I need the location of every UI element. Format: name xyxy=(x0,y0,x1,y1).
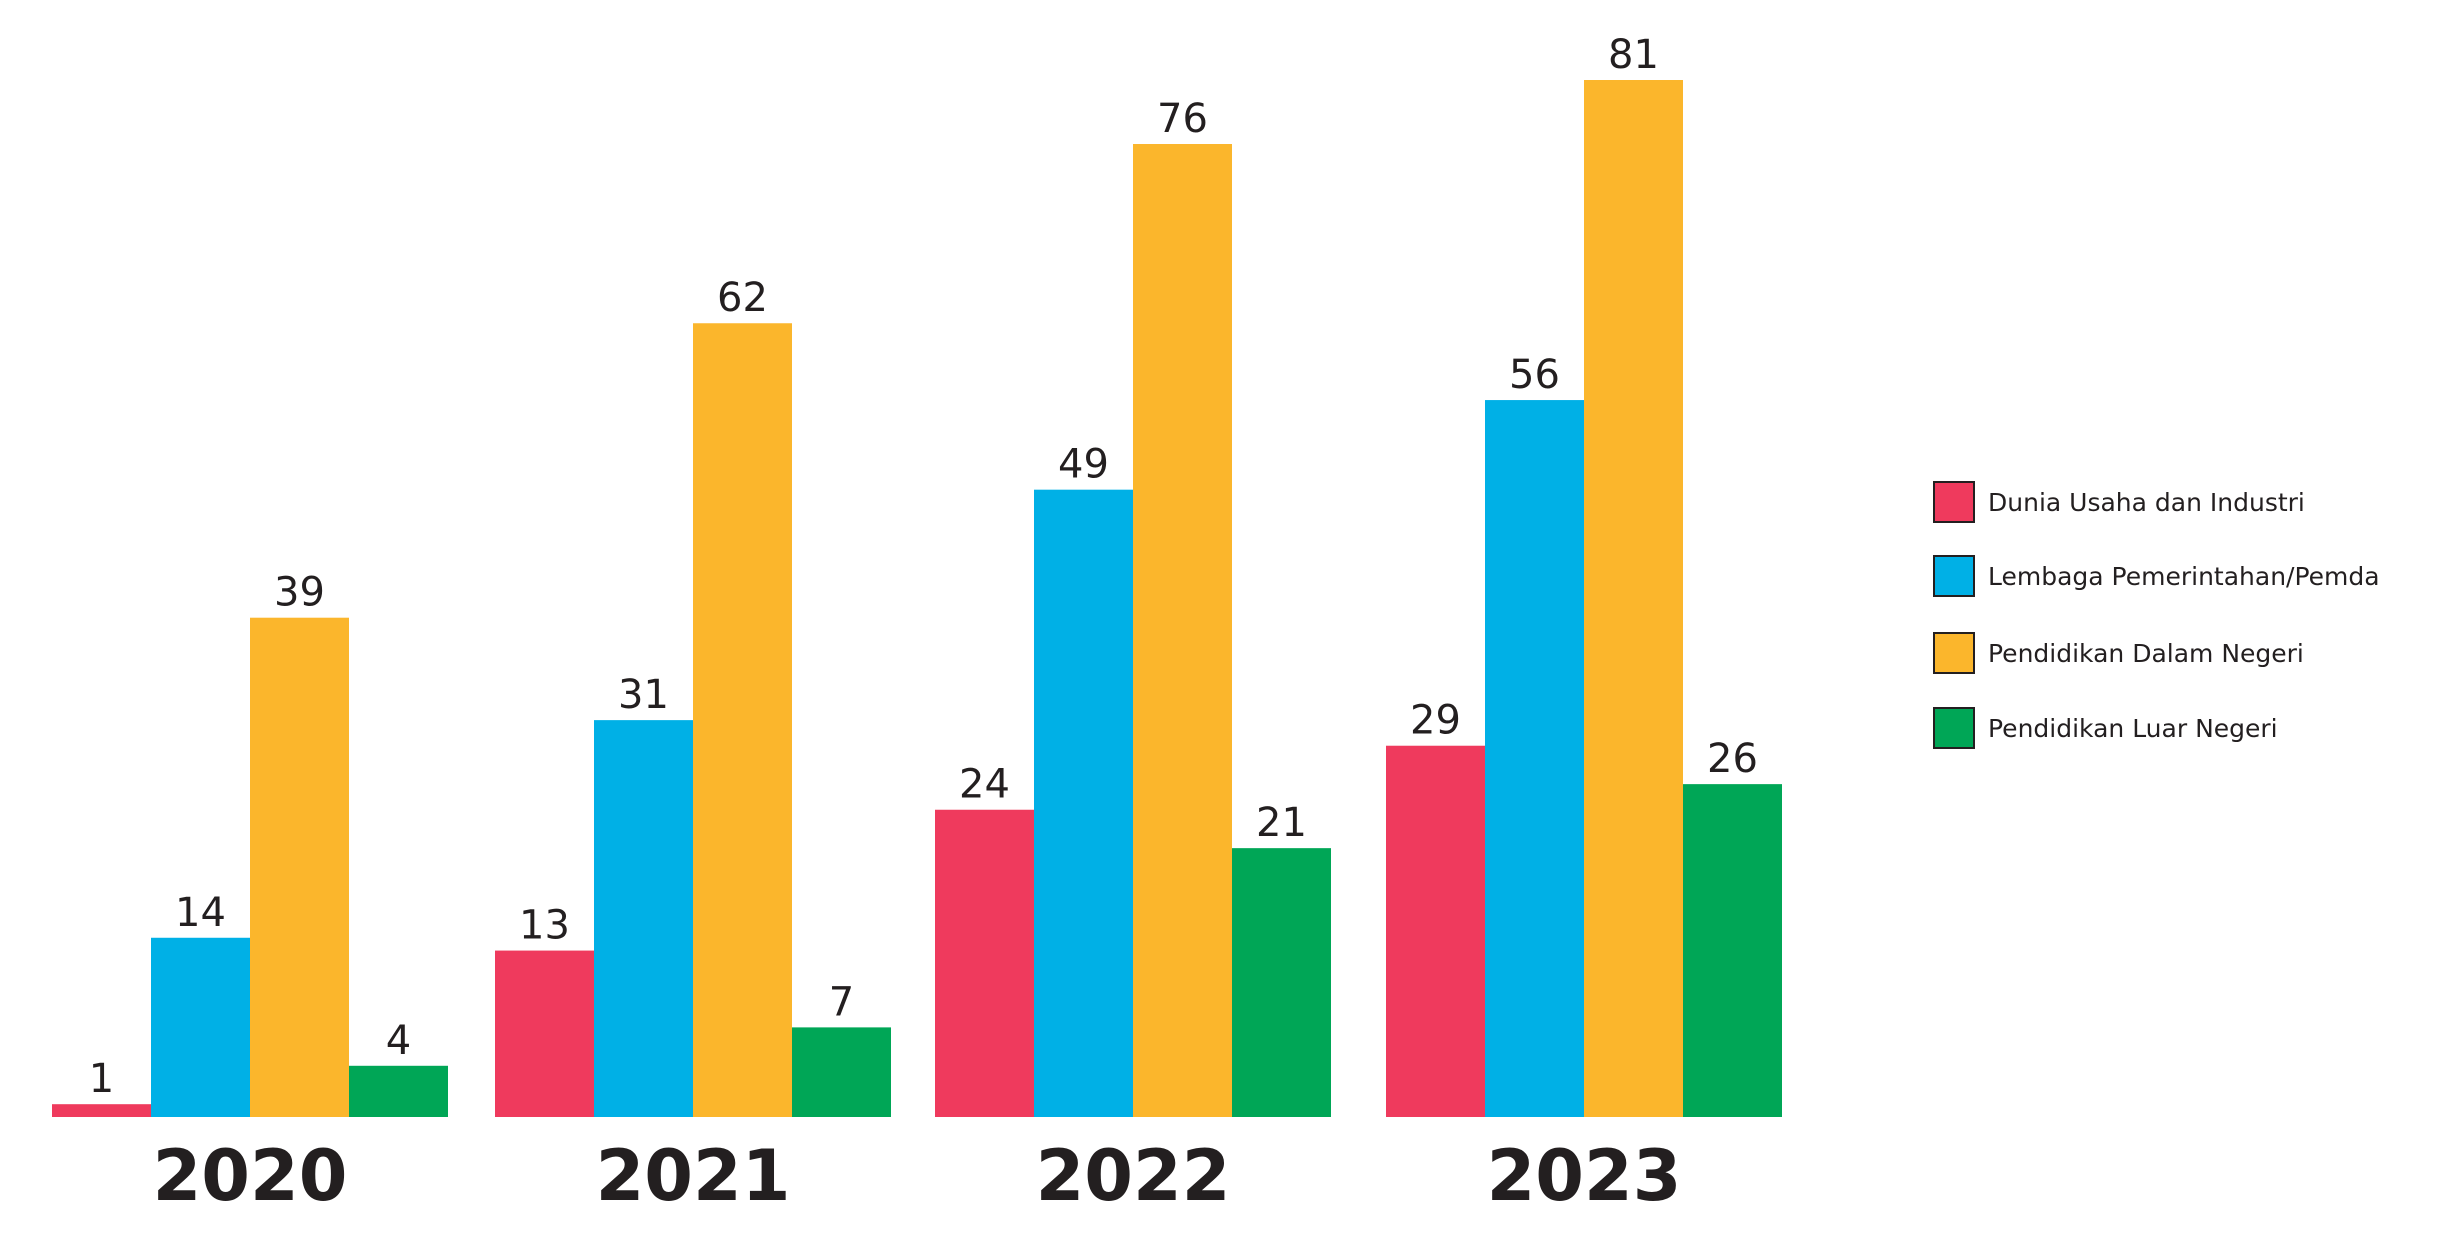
bar-pendidikan-luar-negeri-2023 xyxy=(1683,784,1782,1117)
value-label-pendidikan-dalam-negeri-2023: 81 xyxy=(1608,32,1659,78)
value-label-pendidikan-dalam-negeri-2021: 62 xyxy=(717,275,768,321)
value-label-pendidikan-luar-negeri-2023: 26 xyxy=(1707,736,1758,782)
value-label-dunia-usaha-dan-industri-2020: 1 xyxy=(89,1056,114,1102)
bar-lembaga-pemerintahan-pemda-2023 xyxy=(1485,400,1584,1117)
value-label-dunia-usaha-dan-industri-2023: 29 xyxy=(1410,698,1461,744)
value-label-pendidikan-dalam-negeri-2022: 76 xyxy=(1157,96,1208,142)
bar-dunia-usaha-dan-industri-2020 xyxy=(52,1104,151,1117)
legend-swatch-pendidikan-luar-negeri xyxy=(1933,707,1975,749)
value-label-lembaga-pemerintahan-pemda-2021: 31 xyxy=(618,672,669,718)
value-label-pendidikan-luar-negeri-2020: 4 xyxy=(386,1018,411,1064)
value-label-lembaga-pemerintahan-pemda-2022: 49 xyxy=(1058,442,1109,488)
value-label-lembaga-pemerintahan-pemda-2023: 56 xyxy=(1509,352,1560,398)
bar-pendidikan-luar-negeri-2022 xyxy=(1232,848,1331,1117)
legend-label-pendidikan-dalam-negeri: Pendidikan Dalam Negeri xyxy=(1988,639,2304,668)
category-label-2020: 2020 xyxy=(153,1135,348,1217)
bar-pendidikan-dalam-negeri-2020 xyxy=(250,617,349,1117)
bar-lembaga-pemerintahan-pemda-2021 xyxy=(594,720,693,1117)
category-labels-group: 2020 2021 2022 2023 xyxy=(153,1135,1682,1217)
value-label-dunia-usaha-dan-industri-2021: 13 xyxy=(519,903,570,949)
category-label-2021: 2021 xyxy=(596,1135,791,1217)
bar-pendidikan-dalam-negeri-2022 xyxy=(1133,144,1232,1118)
value-label-pendidikan-dalam-negeri-2020: 39 xyxy=(274,570,325,616)
legend-label-pendidikan-luar-negeri: Pendidikan Luar Negeri xyxy=(1988,714,2278,743)
category-label-2022: 2022 xyxy=(1036,1135,1231,1217)
legend-swatch-dunia-usaha-dan-industri xyxy=(1933,481,1975,523)
bar-dunia-usaha-dan-industri-2023 xyxy=(1386,745,1485,1117)
legend-swatch-pendidikan-dalam-negeri xyxy=(1933,632,1975,674)
bar-pendidikan-luar-negeri-2020 xyxy=(349,1065,448,1117)
bar-pendidikan-dalam-negeri-2021 xyxy=(693,323,792,1117)
bar-dunia-usaha-dan-industri-2021 xyxy=(495,950,594,1117)
bar-lembaga-pemerintahan-pemda-2022 xyxy=(1034,489,1133,1117)
value-label-pendidikan-luar-negeri-2021: 7 xyxy=(829,979,854,1025)
bar-dunia-usaha-dan-industri-2022 xyxy=(935,809,1034,1117)
bar-pendidikan-dalam-negeri-2023 xyxy=(1584,80,1683,1117)
legend-label-dunia-usaha-dan-industri: Dunia Usaha dan Industri xyxy=(1988,488,2305,517)
category-label-2023: 2023 xyxy=(1487,1135,1682,1217)
legend-label-lembaga-pemerintahan-pemda: Lembaga Pemerintahan/Pemda xyxy=(1988,562,2380,591)
value-label-lembaga-pemerintahan-pemda-2020: 14 xyxy=(175,890,226,936)
value-label-dunia-usaha-dan-industri-2022: 24 xyxy=(959,762,1010,808)
value-labels-group: 1 14 39 4 13 31 62 7 24 49 76 21 29 56 81 26 xyxy=(89,32,1758,1102)
legend: Dunia Usaha dan Industri Lembaga Pemerint… xyxy=(1933,481,2380,749)
legend-swatch-lembaga-pemerintahan-pemda xyxy=(1933,555,1975,597)
bar-lembaga-pemerintahan-pemda-2020 xyxy=(151,937,250,1117)
bars-group xyxy=(52,80,1782,1118)
bar-pendidikan-luar-negeri-2021 xyxy=(792,1027,891,1117)
value-label-pendidikan-luar-negeri-2022: 21 xyxy=(1256,800,1307,846)
